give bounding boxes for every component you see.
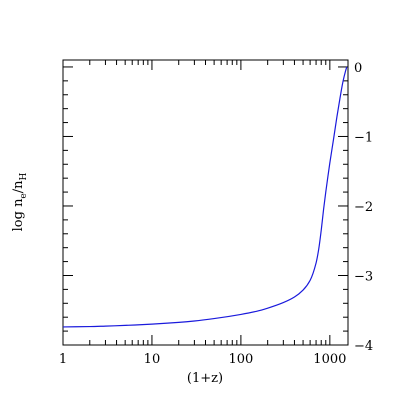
plot-frame [62, 59, 349, 346]
y-tick-label: 0 [354, 61, 362, 76]
y-tick-labels: 0 −1 −2 −3 −4 [354, 61, 373, 354]
y-axis-label-slash: /n [11, 180, 26, 193]
x-tick-labels: 1 10 100 1000 [59, 352, 347, 367]
axis-ticks [62, 60, 348, 346]
y-axis-label-main: log n [11, 198, 26, 231]
x-tick-label: 1 [59, 352, 67, 367]
x-axis-label: (1+z) [187, 371, 223, 386]
y-axis-label: log ne/nH [11, 172, 29, 231]
y-tick-label: −1 [354, 130, 373, 145]
y-tick-label: −3 [354, 269, 373, 284]
x-tick-label: 10 [144, 352, 161, 367]
x-tick-label: 100 [228, 352, 253, 367]
series-line [62, 66, 348, 328]
y-axis-label-sub-e: e [19, 193, 29, 198]
y-tick-label: −4 [354, 339, 373, 354]
x-tick-label: 1000 [313, 352, 346, 367]
y-tick-label: −2 [354, 200, 373, 215]
y-axis-label-sub-h: H [19, 172, 29, 180]
